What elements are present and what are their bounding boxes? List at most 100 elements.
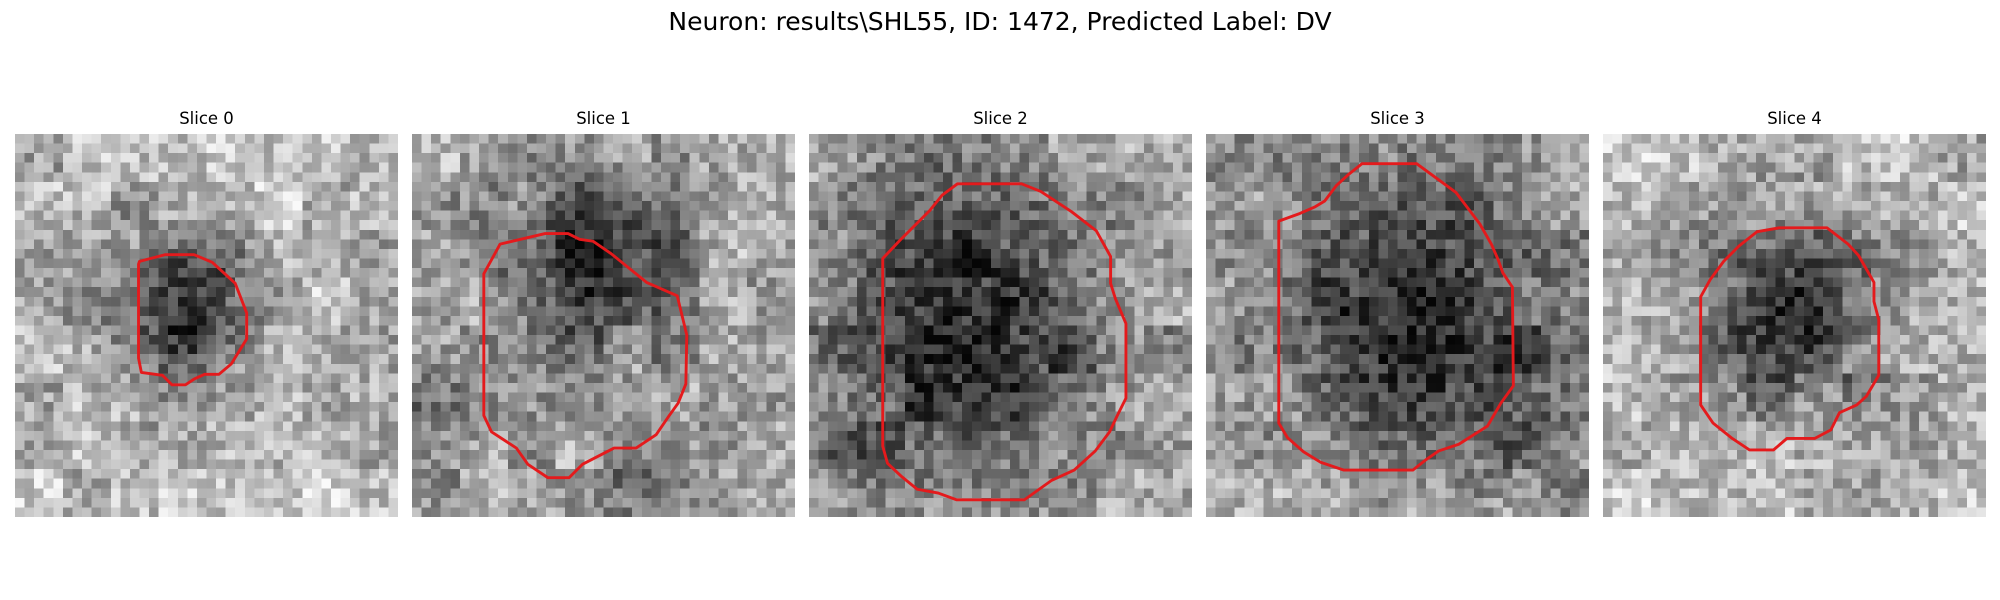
- slice-pixel: [431, 488, 441, 499]
- slice-pixel: [775, 306, 786, 317]
- slice-pixel: [837, 258, 848, 269]
- slice-pixel: [708, 153, 719, 163]
- slice-pixel: [593, 335, 604, 345]
- slice-pixel: [82, 382, 92, 393]
- slice-pixel: [766, 239, 777, 250]
- slice-pixel: [680, 430, 690, 441]
- slice-pixel: [235, 440, 245, 451]
- slice-pixel: [1378, 134, 1389, 144]
- slice-pixel: [15, 354, 25, 364]
- slice-pixel: [809, 449, 819, 460]
- slice-pixel: [273, 507, 284, 517]
- slice-pixel: [603, 440, 614, 451]
- slice-pixel: [866, 421, 877, 432]
- slice-pixel: [244, 239, 255, 250]
- slice-pixel: [459, 459, 470, 470]
- slice-pixel: [699, 162, 710, 173]
- slice-pixel: [302, 296, 313, 307]
- slice-pixel: [737, 229, 748, 240]
- slice-pixel: [1077, 421, 1087, 432]
- slice-pixel: [1077, 258, 1087, 269]
- slice-pixel: [641, 373, 652, 384]
- slice-pixel: [718, 459, 729, 470]
- slice-pixel: [110, 469, 121, 479]
- slice-pixel: [101, 335, 111, 345]
- slice-pixel: [283, 421, 293, 432]
- slice-pixel: [904, 153, 915, 163]
- slice-pixel: [699, 325, 710, 336]
- slice-pixel: [273, 248, 284, 259]
- slice-pixel: [378, 411, 389, 422]
- slice-pixel: [856, 268, 867, 278]
- slice-pixel: [498, 296, 508, 307]
- slice-pixel: [216, 488, 226, 499]
- slice-pixel: [187, 430, 198, 441]
- slice-pixel: [1067, 287, 1078, 297]
- slice-pixel: [785, 296, 795, 307]
- slice-pixel: [187, 191, 198, 202]
- slice-pixel: [737, 143, 748, 154]
- slice-pixel: [1234, 143, 1245, 154]
- slice-pixel: [1273, 134, 1283, 144]
- slice-pixel: [775, 449, 786, 460]
- slice-pixel: [82, 402, 92, 412]
- slice-pixel: [895, 488, 905, 499]
- slice-pixel: [670, 153, 681, 163]
- slice-pixel: [1067, 210, 1078, 221]
- slice-pixel: [766, 162, 777, 173]
- slice-pixel: [1000, 162, 1011, 173]
- slice-pixel: [1435, 162, 1446, 173]
- slice-pixel: [546, 411, 556, 422]
- slice-pixel: [1320, 134, 1331, 144]
- slice-pixel: [369, 153, 380, 163]
- slice-pixel: [943, 382, 953, 393]
- slice-pixel: [603, 459, 614, 470]
- slice-pixel: [727, 411, 738, 422]
- slice-pixel: [632, 421, 642, 432]
- slice-pixel: [1144, 210, 1154, 221]
- slice-pixel: [43, 392, 54, 403]
- slice-pixel: [775, 296, 786, 307]
- slice-pixel: [1182, 201, 1192, 211]
- slice-pixel: [340, 382, 351, 393]
- slice-pixel: [340, 191, 351, 202]
- slice-pixel: [785, 402, 795, 412]
- slice-pixel: [187, 421, 198, 432]
- slice-pixel: [1000, 153, 1011, 163]
- slice-pixel: [91, 421, 102, 432]
- slice-pixel: [1019, 507, 1030, 517]
- slice-pixel: [43, 268, 54, 278]
- slice-pixel: [488, 459, 499, 470]
- slice-pixel: [139, 325, 150, 336]
- slice-pixel: [1134, 497, 1145, 508]
- slice-pixel: [737, 421, 748, 432]
- slice-pixel: [187, 382, 198, 393]
- slice-pixel: [785, 382, 795, 393]
- slice-pixel: [837, 459, 848, 470]
- slice-pixel: [369, 421, 380, 432]
- slice-pixel: [923, 344, 934, 355]
- slice-pixel: [34, 143, 44, 154]
- slice-pixel: [885, 153, 896, 163]
- slice-pixel: [139, 373, 150, 384]
- slice-pixel: [479, 440, 489, 451]
- slice-pixel: [809, 258, 819, 269]
- slice-pixel: [584, 421, 595, 432]
- slice-pixel: [340, 478, 351, 489]
- slice-pixel: [837, 181, 848, 192]
- slice-pixel: [526, 335, 537, 345]
- slice-pixel: [526, 478, 537, 489]
- slice-pixel: [369, 134, 380, 144]
- slice-pixel: [670, 449, 681, 460]
- slice-pixel: [622, 354, 633, 364]
- slice-pixel: [488, 296, 499, 307]
- slice-pixel: [689, 363, 700, 374]
- slice-pixel: [1019, 497, 1030, 508]
- slice-pixel: [809, 315, 819, 326]
- slice-pixel: [1000, 469, 1011, 479]
- slice-pixel: [1067, 497, 1078, 508]
- slice-pixel: [488, 430, 499, 441]
- slice-pixel: [876, 268, 886, 278]
- slice-pixel: [775, 507, 786, 517]
- slice-pixel: [177, 402, 188, 412]
